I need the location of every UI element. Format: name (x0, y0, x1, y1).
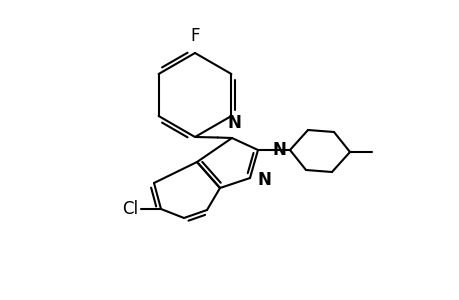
Text: N: N (272, 141, 285, 159)
Text: N: N (257, 171, 271, 189)
Text: F: F (190, 27, 199, 45)
Text: N: N (227, 114, 241, 132)
Text: Cl: Cl (122, 200, 138, 218)
